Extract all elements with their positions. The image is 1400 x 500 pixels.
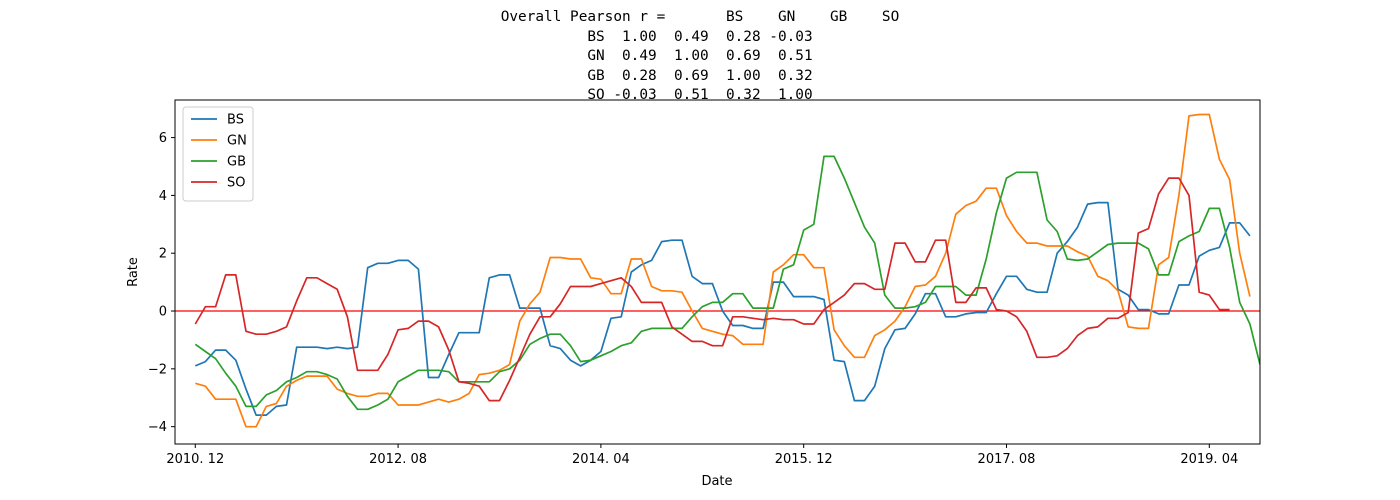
legend: BS GN GB SO (182, 106, 254, 202)
y-tick-label: −2 (148, 362, 167, 377)
x-tick-label: 2010. 12 (166, 452, 224, 467)
legend-label-so: SO (227, 176, 245, 191)
legend-box (182, 106, 254, 202)
y-tick-label: 0 (159, 305, 167, 320)
title-line-gb: GB 0.28 0.69 1.00 0.32 (587, 67, 813, 84)
y-tick-label: 2 (159, 247, 167, 262)
y-tick-label: −4 (148, 420, 167, 435)
title-line-gn: GN 0.49 1.00 0.69 0.51 (587, 48, 813, 64)
series-line-so (194, 177, 1230, 402)
x-tick-label: 2017. 08 (978, 452, 1036, 467)
title-line-bs: BS 1.00 0.49 0.28 -0.03 (587, 28, 813, 45)
y-axis: −4 −2 0 2 4 6 (148, 131, 175, 435)
series-line-gn (195, 113, 1251, 428)
title-line-so: SO -0.03 0.51 0.32 1.00 (587, 87, 813, 103)
chart-title: Overall Pearson r = BS GN GB SO BS 1.00 … (0, 8, 1400, 106)
legend-label-bs: BS (227, 113, 244, 128)
axes-frame (174, 99, 1261, 445)
x-axis: 2010. 12 2012. 08 2014. 04 2015. 12 2017. 08… (166, 444, 1238, 467)
x-tick-label: 2019. 04 (1180, 452, 1238, 467)
legend-label-gb: GB (227, 155, 246, 170)
legend-label-gn: GN (227, 134, 247, 149)
x-tick-label: 2012. 08 (369, 452, 427, 467)
y-tick-label: 4 (159, 189, 167, 204)
x-axis-label: Date (701, 474, 732, 489)
title-line-header: Overall Pearson r = BS GN GB SO (500, 9, 900, 25)
y-tick-label: 6 (159, 131, 167, 146)
y-axis-label: Rate (126, 257, 141, 287)
series-line-gb (194, 155, 1260, 411)
x-tick-label: 2014. 04 (572, 452, 630, 467)
plot-area (175, 113, 1260, 428)
series-line-bs (194, 201, 1251, 416)
x-tick-label: 2015. 12 (775, 452, 833, 467)
